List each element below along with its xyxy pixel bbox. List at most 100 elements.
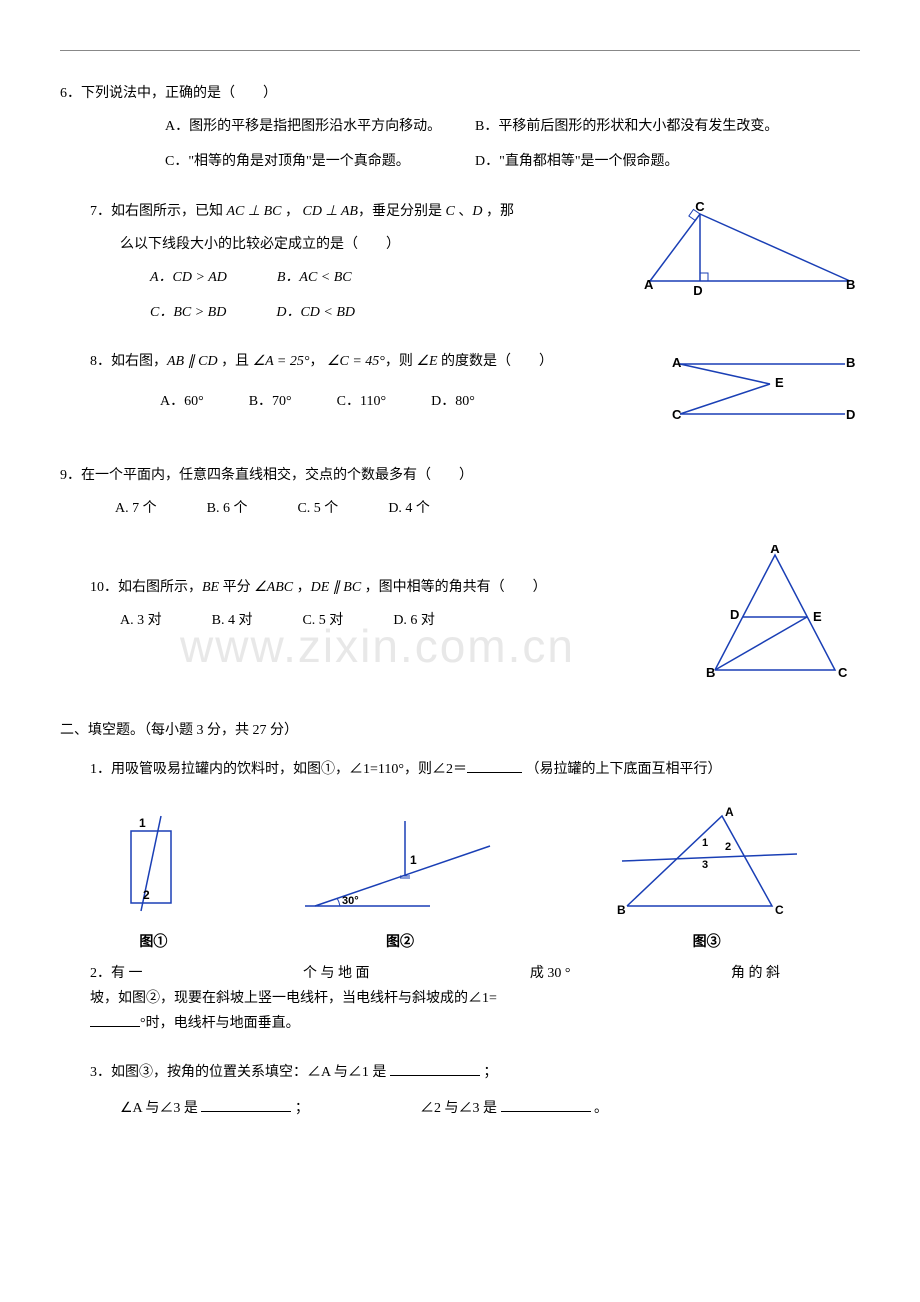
svg-text:D: D [730,607,739,622]
f3-tc: ∠A 与∠3 是 [120,1101,198,1116]
q6-opt-d: D．"直角都相等"是一个假命题。 [475,149,679,174]
q8-opt-b: B．70° [249,389,292,414]
q7-t1: 如右图所示，已知 [111,204,227,219]
svg-text:C: C [838,665,848,680]
svg-text:B: B [846,277,855,292]
svg-text:30°: 30° [342,895,359,907]
q10-opt-c: C. 5 对 [302,608,343,633]
q7-m4: D [472,204,482,219]
f2-tc: °时，电线杆与地面垂直。 [140,1016,300,1031]
q9-num: 9． [60,468,81,483]
q7-m3: C [445,204,454,219]
f3-te: ∠2 与∠3 是 [420,1101,497,1116]
q8-m3: ∠C = 45° [327,354,385,369]
fig2-label: 图② [300,930,500,955]
f2-p1d: 角 的 斜 [731,961,780,986]
fill-2: 2．有 一 个 与 地 面 成 30 ° 角 的 斜 坡，如图②，现要在斜坡上竖… [60,961,860,1037]
q6-stem: 6．下列说法中，正确的是（ ） [60,81,860,106]
q10-m1: BE [202,580,219,595]
fig1-label: 图① [113,930,193,955]
question-7: C A B D 7．如右图所示，已知 AC ⊥ BC ， CD ⊥ AB，垂足分… [60,199,860,326]
q8-t4: ，则 [385,354,417,369]
f1-tb: （易拉罐的上下底面互相平行） [525,762,721,777]
q10-t1: 如右图所示， [118,580,202,595]
q6-opt-c: C．"相等的角是对顶角"是一个真命题。 [165,149,475,174]
q8-m4: ∠E [416,354,437,369]
q7-num: 7． [90,204,111,219]
q10-m2: ∠ABC [254,580,293,595]
svg-text:D: D [693,283,702,298]
f2-p1b: 个 与 地 面 [303,961,370,986]
q8-opt-a: A．60° [160,389,204,414]
f1-blank [467,759,522,773]
f2-line3: °时，电线杆与地面垂直。 [60,1011,860,1036]
figure-1: 1 2 图① [113,811,193,954]
q8-m1: AB ∥ CD [167,354,218,369]
question-8: A B C D E 8．如右图，AB ∥ CD ，且 ∠A = 25°， ∠C … [60,349,860,438]
q8-opt-d: D．80° [431,389,475,414]
f3-blank3 [501,1098,591,1112]
q8-m2: ∠A = 25° [253,354,310,369]
f2-p1a: 有 一 [111,966,143,981]
q7-t2: ，垂足分别是 [358,204,446,219]
q10-num: 10． [90,580,118,595]
svg-text:C: C [695,199,705,214]
q10-t3: ， [293,580,311,595]
figure-3: A B C 1 2 3 图③ [607,806,807,954]
q7-sep: 、 [455,204,473,219]
q7-t3: ，那 [482,204,514,219]
q7-opt-c: C．BC > BD [150,300,226,325]
svg-text:E: E [775,375,784,390]
f1-num: 1． [90,762,111,777]
f3-tb: ； [483,1065,497,1080]
question-9: 9．在一个平面内，任意四条直线相交，交点的个数最多有（ ） A. 7 个 B. … [60,463,860,521]
svg-text:E: E [813,609,822,624]
f3-blank1 [390,1062,480,1076]
q9-opt-a: A. 7 个 [115,496,157,521]
q10-figure: A B C D E [690,545,860,694]
q10-m3: DE ∥ BC [311,580,362,595]
q10-opt-a: A. 3 对 [120,608,162,633]
svg-text:2: 2 [143,888,150,902]
q10-opt-b: B. 4 对 [212,608,253,633]
svg-text:1: 1 [410,853,417,867]
question-6: 6．下列说法中，正确的是（ ） A．图形的平移是指把图形沿水平方向移动。 B．平… [60,81,860,175]
q6-stem-text: 下列说法中，正确的是（ ） [81,86,277,101]
q7-m2: CD ⊥ AB [302,204,358,219]
f2-num: 2． [90,966,111,981]
f3-num: 3． [90,1065,111,1080]
q8-t1: 如右图， [111,354,167,369]
section-2-title: 二、填空题。（每小题 3 分，共 27 分） [60,718,860,743]
svg-text:B: B [706,665,715,680]
f3-blank2 [201,1098,291,1112]
q10-t4: ，图中相等的角共有（ ） [361,580,547,595]
question-10: A B C D E 10．如右图所示，BE 平分 ∠ABC ，DE ∥ BC ，… [60,545,860,694]
q7-c1: ， [281,204,302,219]
q7-opt-d: D．CD < BD [276,300,355,325]
svg-text:D: D [846,407,855,422]
svg-text:1: 1 [139,816,146,830]
q9-opt-d: D. 4 个 [388,496,430,521]
q8-opt-c: C．110° [337,389,386,414]
svg-text:3: 3 [702,859,708,871]
q8-num: 8． [90,354,111,369]
fill-3: 3．如图③，按角的位置关系填空：∠A 与∠1 是 ； ∠A 与∠3 是 ； ∠2… [60,1060,860,1120]
q7-m1: AC ⊥ BC [227,204,282,219]
svg-text:C: C [672,407,682,422]
fill-1: 1．用吸管吸易拉罐内的饮料时，如图①，∠1=110°，则∠2＝ （易拉罐的上下底… [60,757,860,782]
svg-text:B: B [617,903,626,916]
q9-stem-text: 在一个平面内，任意四条直线相交，交点的个数最多有（ ） [81,468,473,483]
q10-t2: 平分 [219,580,254,595]
svg-text:A: A [770,545,780,556]
q9-stem: 9．在一个平面内，任意四条直线相交，交点的个数最多有（ ） [60,463,860,488]
f3-ta: 如图③，按角的位置关系填空：∠A 与∠1 是 [111,1065,386,1080]
f3-tf: 。 [594,1101,608,1116]
svg-text:C: C [775,903,784,916]
q7-opt-a: A．CD > AD [150,265,227,290]
figure-2: 30° 1 图② [300,816,500,954]
f2-line2: 坡，如图②，现要在斜坡上竖一电线杆，当电线杆与斜坡成的∠1= [60,986,860,1011]
svg-text:A: A [725,806,734,819]
q8-t2: ，且 [218,354,253,369]
q10-opt-d: D. 6 对 [393,608,435,633]
q7-opt-b: B．AC < BC [277,265,352,290]
